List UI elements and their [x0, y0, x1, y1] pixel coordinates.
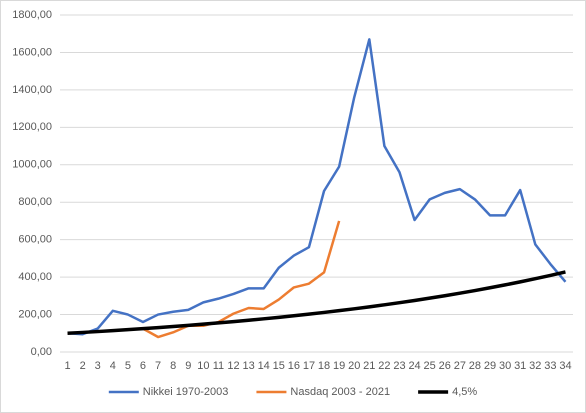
x-tick-label: 15 — [273, 360, 285, 372]
x-tick-label: 28 — [469, 360, 481, 372]
x-tick-label: 10 — [197, 360, 209, 372]
series-line — [67, 38, 567, 336]
y-tick-label: 0,00 — [31, 346, 52, 358]
legend-label: Nikkei 1970-2003 — [143, 386, 229, 398]
x-tick-label: 7 — [155, 360, 161, 372]
x-tick-label: 19 — [333, 360, 345, 372]
series-line — [67, 270, 566, 336]
x-tick-label: 27 — [454, 360, 466, 372]
x-tick-label: 4 — [110, 360, 116, 372]
x-tick-label: 34 — [559, 360, 571, 372]
x-tick-label: 21 — [363, 360, 375, 372]
x-tick-label: 22 — [378, 360, 390, 372]
x-tick-label: 30 — [499, 360, 511, 372]
x-tick-label: 6 — [140, 360, 146, 372]
x-tick-label: 5 — [125, 360, 131, 372]
x-tick-label: 17 — [303, 360, 315, 372]
x-tick-label: 31 — [514, 360, 526, 372]
y-tick-label: 1400,00 — [12, 84, 52, 96]
x-tick-label: 20 — [348, 360, 360, 372]
x-tick-label: 32 — [529, 360, 541, 372]
y-tick-label: 1800,00 — [12, 9, 52, 21]
x-tick-label: 16 — [288, 360, 300, 372]
x-tick-label: 23 — [393, 360, 405, 372]
x-tick-label: 3 — [95, 360, 101, 372]
y-tick-label: 400,00 — [18, 271, 52, 283]
y-tick-label: 600,00 — [18, 234, 52, 246]
x-tick-label: 18 — [318, 360, 330, 372]
x-tick-label: 1 — [64, 360, 70, 372]
y-tick-label: 200,00 — [18, 308, 52, 320]
x-tick-label: 25 — [424, 360, 436, 372]
legend-label: 4,5% — [452, 386, 477, 398]
x-tick-label: 14 — [258, 360, 270, 372]
x-tick-label: 33 — [544, 360, 556, 372]
y-tick-label: 800,00 — [18, 196, 52, 208]
x-tick-label: 12 — [227, 360, 239, 372]
y-tick-label: 1600,00 — [12, 46, 52, 58]
y-tick-label: 1200,00 — [12, 121, 52, 133]
x-tick-label: 2 — [80, 360, 86, 372]
x-tick-label: 8 — [170, 360, 176, 372]
x-tick-label: 13 — [242, 360, 254, 372]
x-tick-label: 29 — [484, 360, 496, 372]
legend-label: Nasdaq 2003 - 2021 — [290, 386, 390, 398]
x-tick-label: 26 — [439, 360, 451, 372]
x-tick-label: 11 — [213, 360, 224, 372]
x-tick-label: 24 — [408, 360, 420, 372]
x-tick-label: 9 — [185, 360, 191, 372]
y-tick-label: 1000,00 — [12, 159, 52, 171]
